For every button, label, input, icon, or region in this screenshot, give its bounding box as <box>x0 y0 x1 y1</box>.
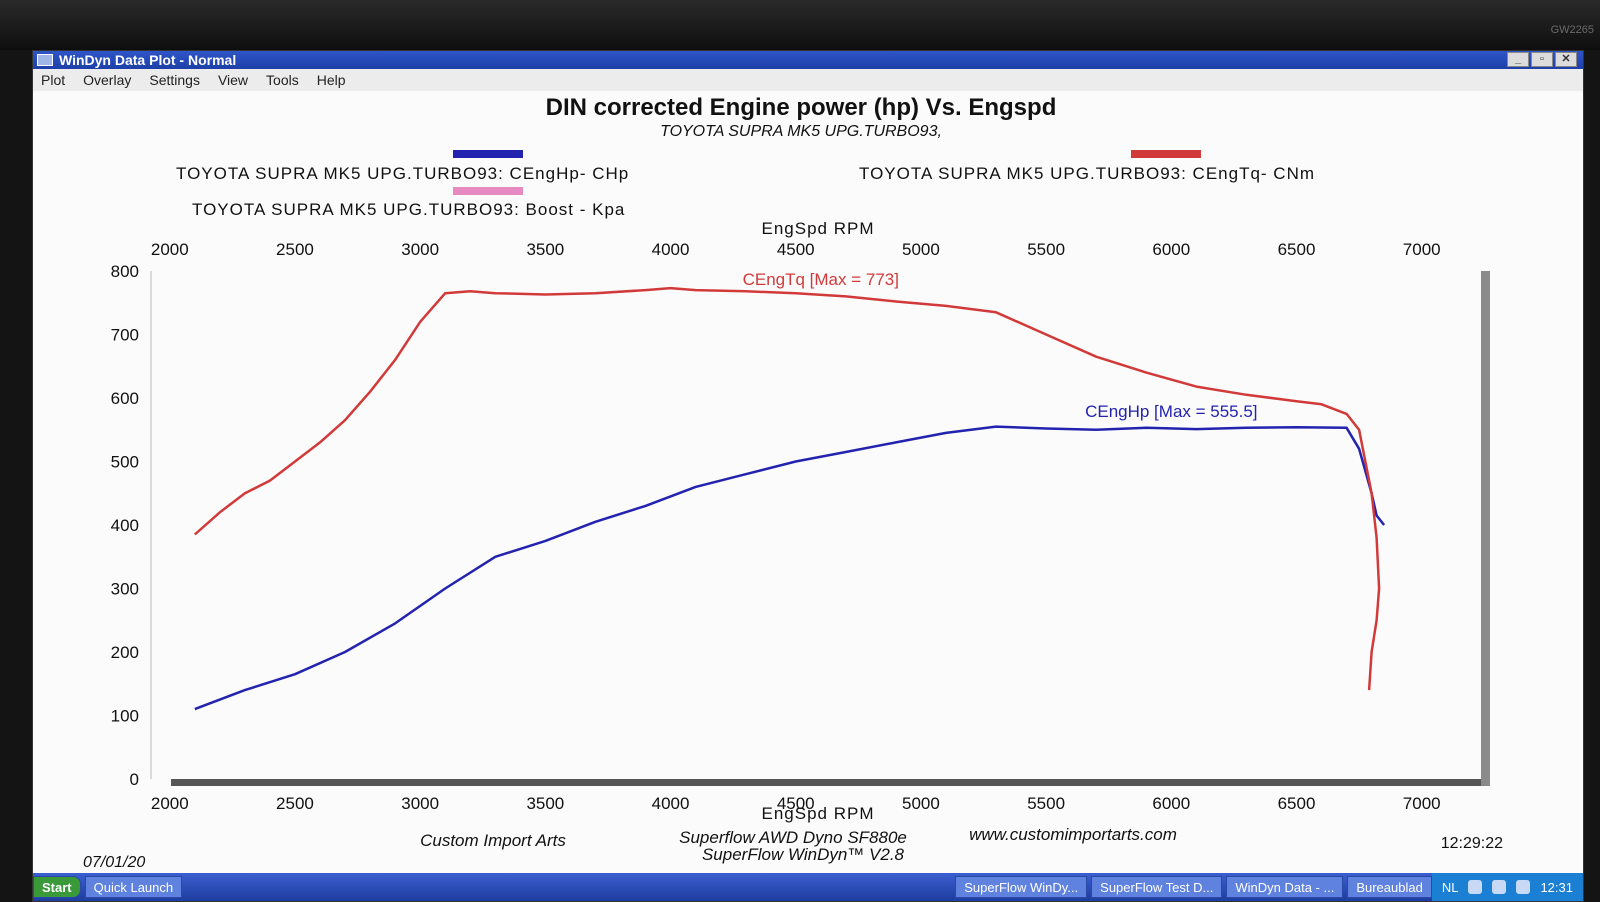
dyno-chart: DIN corrected Engine power (hp) Vs. Engs… <box>83 94 1503 871</box>
task-windyn-data[interactable]: WinDyn Data - ... <box>1226 876 1344 898</box>
x-tick-top: 2500 <box>276 240 314 259</box>
language-indicator[interactable]: NL <box>1441 879 1459 895</box>
taskbar: Start Quick Launch SuperFlow WinDy... Su… <box>33 873 1583 901</box>
tray-clock: 12:31 <box>1540 879 1573 895</box>
dyno-model: Superflow AWD Dyno SF880e <box>679 828 907 847</box>
x-tick-top: 3000 <box>401 240 439 259</box>
x-tick-bottom: 4000 <box>652 794 690 813</box>
y-tick-label: 100 <box>111 707 139 726</box>
close-button[interactable]: ✕ <box>1555 52 1577 67</box>
x-axis-label-top: EngSpd RPM <box>762 219 875 238</box>
plot-time: 12:29:22 <box>1441 835 1503 852</box>
title-bar[interactable]: WinDyn Data Plot - Normal _ ▫ ✕ <box>33 51 1583 69</box>
shop-name: Custom Import Arts <box>420 831 566 850</box>
x-axis-bar <box>171 779 1483 786</box>
legend-swatch-torque <box>1131 150 1201 158</box>
system-tray: NL 12:31 <box>1431 873 1583 901</box>
x-tick-top: 4000 <box>652 240 690 259</box>
y-tick-label: 400 <box>111 516 139 535</box>
software-version: SuperFlow WinDyn™ V2.8 <box>702 845 905 864</box>
menu-overlay[interactable]: Overlay <box>83 72 132 88</box>
quick-launch[interactable]: Quick Launch <box>84 876 183 898</box>
menu-tools[interactable]: Tools <box>266 72 299 88</box>
x-ticks-top: 2000 2500 3000 3500 4000 4500 5000 5500 6000 6500… <box>151 240 1441 259</box>
x-tick-bottom: 3500 <box>526 794 564 813</box>
x-axis-label-bottom: EngSpd RPM <box>762 804 875 823</box>
x-ticks-bottom: 2000 2500 3000 3500 4000 4500 5000 5500 6000 6500… <box>151 794 1441 813</box>
series-line-torque <box>193 286 1381 691</box>
x-tick-bottom: 4500 <box>777 794 815 813</box>
x-tick-top: 6000 <box>1152 240 1190 259</box>
y-tick-label: 700 <box>111 326 139 345</box>
x-tick-top: 2000 <box>151 240 189 259</box>
plot-date: 07/01/20 <box>83 854 145 871</box>
task-superflow-windyn[interactable]: SuperFlow WinDy... <box>955 876 1088 898</box>
legend-label-torque: TOYOTA SUPRA MK5 UPG.TURBO93: CEngTq- CN… <box>859 164 1315 183</box>
legend-label-hp: TOYOTA SUPRA MK5 UPG.TURBO93: CEngHp- CH… <box>176 164 629 183</box>
y-ticks: 0 100 200 300 400 500 600 700 800 <box>111 262 139 789</box>
x-tick-bottom: 3000 <box>401 794 439 813</box>
y-tick-label: 600 <box>111 389 139 408</box>
x-tick-bottom: 5500 <box>1027 794 1065 813</box>
start-button[interactable]: Start <box>33 876 81 898</box>
restore-button[interactable]: ▫ <box>1531 52 1553 67</box>
y-tick-label: 200 <box>111 643 139 662</box>
x-tick-bottom: 7000 <box>1403 794 1441 813</box>
series-layer: CEngHp [Max = 555.5] CEngTq [Max = 773] <box>193 270 1386 711</box>
window-title: WinDyn Data Plot - Normal <box>59 52 237 68</box>
x-tick-top: 3500 <box>526 240 564 259</box>
x-tick-top: 6500 <box>1278 240 1316 259</box>
menu-settings[interactable]: Settings <box>149 72 200 88</box>
series-line-hp <box>194 425 1386 711</box>
menu-plot[interactable]: Plot <box>41 72 66 88</box>
legend-label-boost: TOYOTA SUPRA MK5 UPG.TURBO93: Boost - Kp… <box>192 200 625 219</box>
desktop-toolbar[interactable]: Bureaublad <box>1347 876 1432 898</box>
x-tick-top: 5500 <box>1027 240 1065 259</box>
annotation-torque: CEngTq [Max = 773] <box>743 270 899 289</box>
menu-help[interactable]: Help <box>316 72 346 88</box>
right-axis-bar <box>1481 271 1490 786</box>
chart-subtitle: TOYOTA SUPRA MK5 UPG.TURBO93, <box>660 123 942 140</box>
network-icon[interactable] <box>1468 880 1483 894</box>
annotation-hp: CEngHp [Max = 555.5] <box>1085 402 1257 421</box>
axes <box>150 271 1490 786</box>
minimize-button[interactable]: _ <box>1507 52 1529 67</box>
x-tick-bottom: 2500 <box>276 794 314 813</box>
y-tick-label: 800 <box>111 262 139 281</box>
x-tick-top: 5000 <box>902 240 940 259</box>
x-tick-bottom: 2000 <box>151 794 189 813</box>
legend-swatch-boost <box>453 187 523 195</box>
security-icon[interactable] <box>1516 880 1531 894</box>
monitor-model-label: GW2265 <box>1550 24 1594 36</box>
window-controls: _ ▫ ✕ <box>1507 52 1577 67</box>
menu-bar: Plot Overlay Settings View Tools Help <box>33 69 1583 91</box>
x-tick-top: 4500 <box>777 240 815 259</box>
shop-website: www.customimportarts.com <box>969 825 1177 844</box>
chart-title: DIN corrected Engine power (hp) Vs. Engs… <box>546 94 1057 121</box>
x-tick-bottom: 5000 <box>902 794 940 813</box>
monitor-bezel: GW2265 <box>0 0 1600 50</box>
x-tick-bottom: 6500 <box>1278 794 1316 813</box>
x-tick-bottom: 6000 <box>1152 794 1190 813</box>
volume-icon[interactable] <box>1492 880 1507 894</box>
app-icon <box>37 54 53 66</box>
y-tick-label: 500 <box>111 453 139 472</box>
x-tick-top: 7000 <box>1403 240 1441 259</box>
y-tick-label: 300 <box>111 580 139 599</box>
task-superflow-test[interactable]: SuperFlow Test D... <box>1091 876 1223 898</box>
legend-swatch-hp <box>453 150 523 158</box>
plot-area: DIN corrected Engine power (hp) Vs. Engs… <box>33 91 1583 873</box>
windyn-window: WinDyn Data Plot - Normal _ ▫ ✕ Plot Ove… <box>32 50 1584 902</box>
menu-view[interactable]: View <box>217 72 249 88</box>
y-tick-label: 0 <box>130 770 139 789</box>
